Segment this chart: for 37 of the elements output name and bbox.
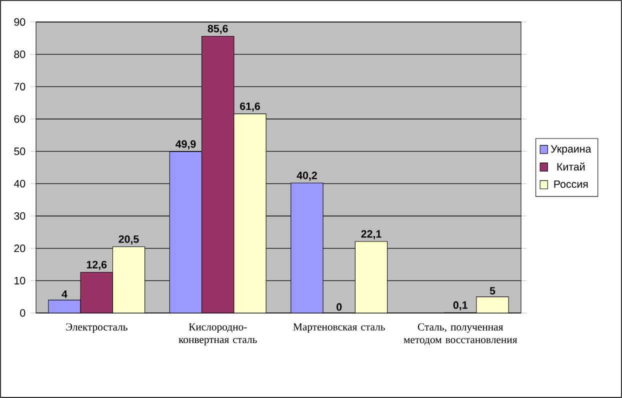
data-label: 61,6 [240, 102, 260, 112]
bar [476, 296, 509, 313]
y-tick-label: 0 [20, 309, 26, 317]
y-tick-label: 90 [14, 18, 26, 26]
x-tick-label: Кислородно-конвертная сталь [178, 323, 257, 346]
y-tick-label: 30 [14, 212, 26, 220]
data-label: 5 [490, 287, 496, 295]
legend-label: Украина [550, 145, 592, 155]
legend-label: Россия [554, 180, 588, 188]
y-tick-label: 20 [14, 244, 26, 252]
data-label: 40,2 [296, 172, 317, 181]
data-label: 85,6 [208, 24, 228, 34]
y-tick-label: 10 [14, 276, 26, 284]
bar [48, 300, 81, 313]
y-tick-label: 80 [14, 50, 26, 58]
bar [112, 246, 145, 313]
y-tick-label: 50 [14, 148, 26, 156]
data-label: 20,5 [118, 235, 139, 244]
y-tick-label: 70 [14, 82, 26, 90]
bar [354, 241, 388, 313]
x-tick-label: Мартеновская сталь [293, 323, 385, 333]
bar [170, 152, 202, 313]
legend-label: Китай [557, 162, 585, 171]
bar [234, 114, 266, 313]
x-tick-label: Сталь, полученная методом восстановления [404, 323, 518, 346]
data-label: 12,6 [86, 260, 107, 270]
x-tick-label: Электросталь [66, 323, 128, 333]
bar [80, 272, 113, 313]
data-label: 0 [336, 303, 342, 311]
data-label: 49,9 [176, 140, 196, 150]
y-tick-label: 60 [14, 115, 26, 123]
data-label: 22,1 [361, 230, 382, 240]
data-label: 4 [62, 290, 68, 298]
y-tick-label: 40 [14, 180, 26, 188]
bar [290, 182, 324, 313]
data-label: 0,1 [453, 301, 468, 310]
bar [202, 36, 234, 313]
